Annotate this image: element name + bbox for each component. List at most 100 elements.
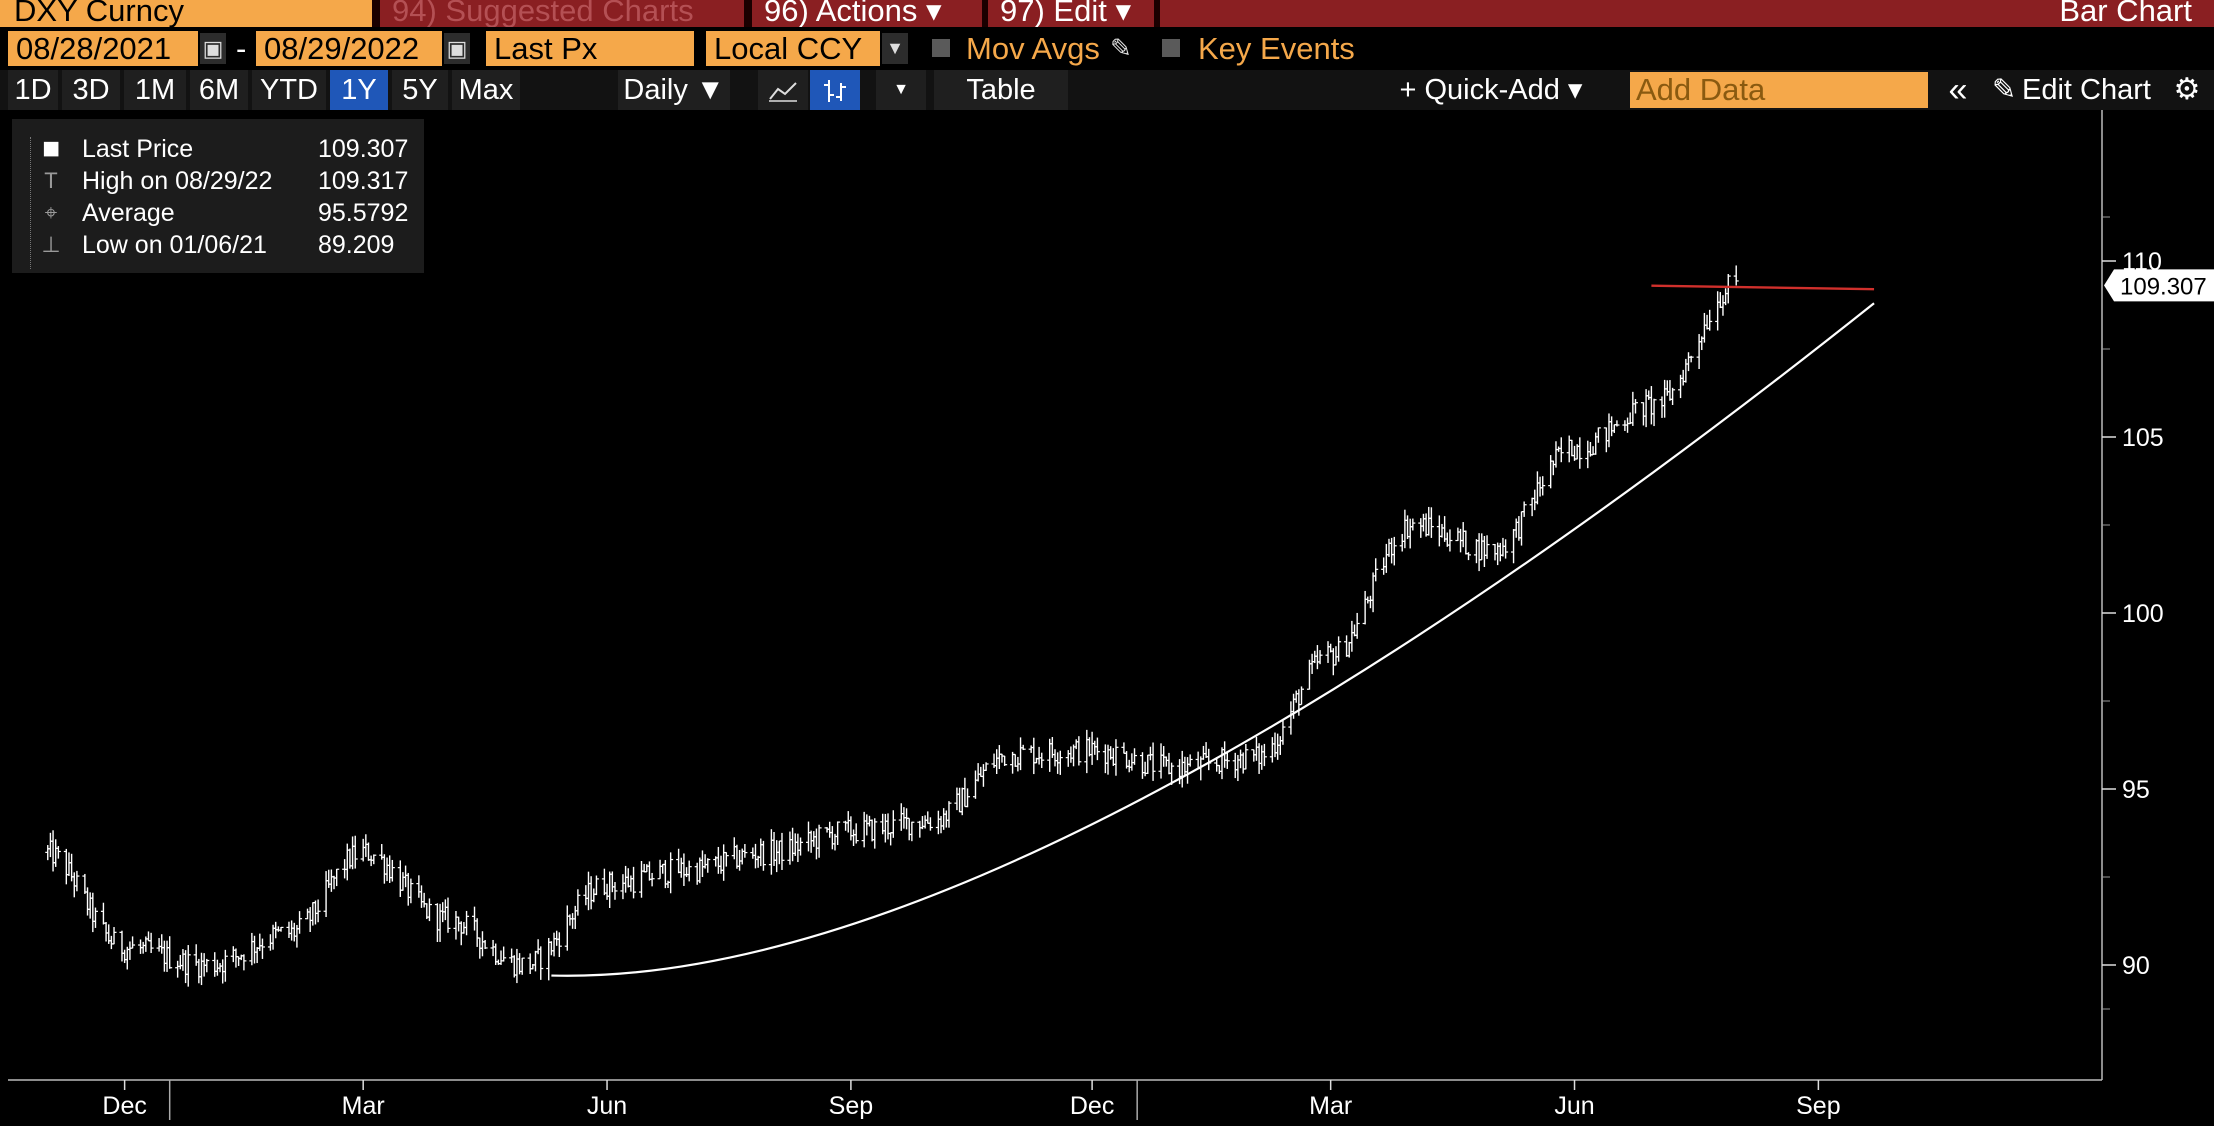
frequency-select[interactable]: Daily ▼: [618, 70, 730, 110]
price-bar: [829, 826, 835, 850]
key-events-label[interactable]: Key Events: [1198, 31, 1355, 66]
edit-menu[interactable]: 97) Edit ▾: [988, 0, 1154, 27]
price-bar: [1243, 743, 1249, 770]
range-button-1m[interactable]: 1M: [124, 70, 186, 110]
price-bar: [307, 907, 313, 933]
price-bar: [1476, 533, 1482, 572]
price-bar: [604, 883, 610, 900]
price-bar: [798, 837, 804, 856]
price-bar: [1010, 751, 1016, 774]
line-chart-icon[interactable]: [758, 70, 808, 110]
price-bar: [1113, 739, 1119, 776]
price-bar: [1071, 744, 1077, 767]
x-month-label: Dec: [102, 1092, 146, 1120]
edit-chart-pencil-icon[interactable]: ✎: [1986, 70, 2022, 110]
price-bar: [731, 837, 737, 860]
range-button-max[interactable]: Max: [452, 70, 520, 110]
range-button-3d[interactable]: 3D: [62, 70, 120, 110]
chart-type-title: Bar Chart: [1160, 0, 2214, 27]
price-bar: [1723, 288, 1729, 306]
price-bar: [1002, 755, 1008, 766]
price-bar: [1309, 653, 1315, 674]
end-date-field[interactable]: 08/29/2022: [256, 31, 442, 66]
start-calendar-icon[interactable]: ▣: [200, 33, 226, 64]
price-bar: [365, 842, 371, 861]
price-bar: [917, 820, 923, 838]
legend-box: ■ Last Price 109.307 T High on 08/29/22 109.3…: [12, 119, 424, 273]
price-bar: [1646, 390, 1652, 400]
collapse-icon[interactable]: «: [1940, 70, 1976, 110]
price-bar: [254, 947, 260, 964]
quick-add-button[interactable]: + Quick-Add ▾: [1388, 70, 1594, 110]
price-bar: [472, 906, 478, 931]
range-toolbar: 1D 3D 1M 6M YTD 1Y 5Y Max Daily ▼ ▼ Table + Qui…: [0, 70, 2214, 110]
price-bar: [853, 823, 859, 844]
table-button[interactable]: Table: [934, 70, 1068, 110]
price-bar: [267, 934, 273, 951]
price-bar: [1670, 387, 1676, 405]
range-button-1y[interactable]: 1Y: [330, 70, 388, 110]
price-bar: [866, 815, 872, 827]
ticker-field[interactable]: DXY Curncy: [0, 0, 372, 27]
price-bar: [196, 958, 202, 984]
price-bar: [787, 831, 793, 865]
price-bar: [145, 931, 151, 942]
price-bar: [344, 843, 350, 881]
price-bar: [1346, 641, 1352, 658]
legend-value: 95.5792: [318, 199, 409, 227]
price-bar: [1182, 756, 1188, 777]
price-bar: [742, 844, 748, 858]
add-data-input[interactable]: Add Data: [1630, 72, 1928, 108]
square-icon: ■: [41, 132, 61, 165]
price-bar: [771, 831, 777, 866]
edit-chart-button[interactable]: Edit Chart: [2022, 70, 2158, 110]
settings-gear-icon[interactable]: ⚙: [2166, 70, 2208, 110]
price-bar: [1020, 744, 1026, 751]
end-calendar-icon[interactable]: ▣: [444, 33, 470, 64]
range-button-ytd[interactable]: YTD: [252, 70, 326, 110]
bar-chart-icon[interactable]: [810, 70, 860, 110]
chart-style-dropdown-icon[interactable]: ▼: [876, 70, 926, 110]
start-date-field[interactable]: 08/28/2021: [8, 31, 198, 66]
trend-curve-line: [551, 302, 1875, 977]
price-bar: [297, 911, 303, 934]
price-bar: [1447, 529, 1453, 552]
price-bar: [230, 946, 236, 963]
suggested-charts-menu[interactable]: 94) Suggested Charts: [380, 0, 744, 27]
price-bar: [1280, 720, 1286, 745]
price-bar: [175, 960, 181, 978]
price-bar: [1566, 435, 1572, 463]
range-button-1d[interactable]: 1D: [8, 70, 58, 110]
pencil-icon[interactable]: ✎: [1110, 33, 1132, 63]
price-bar: [334, 868, 340, 887]
price-bar: [1426, 506, 1432, 536]
price-bar: [1036, 746, 1042, 765]
price-bar: [1105, 744, 1111, 775]
price-bar: [222, 949, 228, 982]
price-bar: [1696, 334, 1702, 369]
price-bar: [965, 788, 971, 808]
mov-avgs-checkbox[interactable]: [932, 39, 950, 57]
price-bar: [437, 903, 443, 942]
price-bar: [1558, 437, 1564, 463]
currency-select[interactable]: Local CCY: [706, 31, 880, 66]
price-bar: [851, 829, 857, 847]
currency-dropdown-icon[interactable]: ▼: [882, 33, 908, 64]
price-bar: [620, 874, 626, 900]
price-chart[interactable]: 9095100105110DecMarJunSepDecMarJunSep202…: [0, 110, 2214, 1126]
mov-avgs-label[interactable]: Mov Avgs: [966, 31, 1100, 66]
price-bar: [612, 882, 618, 900]
range-button-5y[interactable]: 5Y: [392, 70, 448, 110]
price-bar: [845, 811, 851, 833]
high-icon: T: [44, 168, 58, 193]
price-bar: [980, 764, 986, 787]
price-bar: [827, 821, 833, 838]
price-bar: [1622, 420, 1628, 431]
range-button-6m[interactable]: 6M: [190, 70, 248, 110]
actions-menu[interactable]: 96) Actions ▾: [752, 0, 982, 27]
price-bar: [217, 963, 223, 973]
price-bar: [1325, 641, 1331, 663]
key-events-checkbox[interactable]: [1162, 39, 1180, 57]
price-field-select[interactable]: Last Px: [486, 31, 694, 66]
x-month-label: Sep: [1796, 1092, 1840, 1120]
